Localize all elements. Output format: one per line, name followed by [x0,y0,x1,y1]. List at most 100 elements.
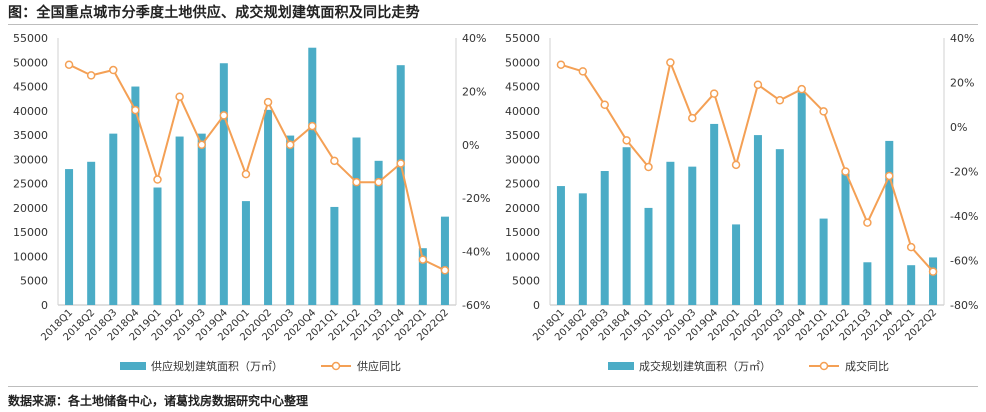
yoy-point [175,92,184,101]
supply-chart: 0 5000 10000 15000 20000 25000 30000 35000 40000… [13,32,490,373]
yoy-point [374,177,383,187]
left-tick-label: 55000 [13,32,48,45]
yoy-point [731,160,741,170]
bar [688,166,697,305]
bar [308,47,317,305]
yoy-point [352,177,361,187]
right-tick-label: -40% [950,210,978,223]
bar [219,63,228,305]
right-tick-label: -20% [462,192,490,205]
yoy-point [666,58,675,67]
yoy-point [396,159,405,168]
yoy-point [688,113,697,123]
yoy-point [578,67,588,76]
bar [352,137,361,305]
bar [929,257,938,305]
yoy-point [285,140,295,150]
bar [710,123,719,306]
yoy-point [219,111,229,120]
bar [600,171,609,305]
left-tick-label: 30000 [505,153,540,166]
yoy-point [753,80,763,89]
footer-rule [8,386,978,387]
legend-line-marker [819,361,829,371]
yoy-point [775,96,785,105]
bar [863,262,872,305]
bar [330,206,339,305]
left-tick-label: 30000 [13,153,48,166]
yoy-point [308,121,317,131]
bar [264,109,273,305]
bar [374,160,383,305]
right-tick-label: 20% [462,85,486,98]
left-tick-label: 15000 [13,226,48,239]
bar [109,133,118,305]
bar [797,92,806,305]
left-tick-label: 20000 [505,202,540,215]
yoy-point [819,107,828,116]
yoy-point [841,167,850,176]
legend-bar-swatch [608,362,634,370]
right-tick-label: 0% [462,139,479,152]
bar [644,207,653,305]
left-tick-label: 40000 [505,105,540,118]
bar [286,135,295,305]
bar [753,135,762,305]
legend-bar-label: 成交规划建筑面积（万㎡） [639,359,771,373]
legend-line-label: 供应同比 [357,359,401,373]
yoy-point [109,65,118,75]
figure-title: 图：全国重点城市分季度土地供应、成交规划建筑面积及同比走势 [8,5,420,21]
left-tick-label: 5000 [20,275,48,288]
bar [775,149,784,305]
yoy-point [64,60,74,69]
left-tick-label: 35000 [505,129,540,142]
bar [65,169,74,305]
yoy-point [86,71,96,80]
left-tick-label: 15000 [505,226,540,239]
title-rule [8,24,978,25]
legend-line-label: 成交同比 [845,359,889,373]
yoy-point [131,105,140,115]
yoy-point [241,169,251,179]
left-tick-label: 50000 [13,56,48,69]
right-tick-label: -60% [462,299,490,312]
right-tick-label: 20% [950,77,974,90]
yoy-point [885,171,894,181]
yoy-line [560,61,934,273]
right-tick-label: -20% [950,166,978,179]
left-tick-label: 10000 [505,250,540,263]
yoy-point [644,162,653,172]
bar [885,140,894,305]
bar [418,248,427,305]
left-tick-label: 35000 [13,129,48,142]
left-tick-label: 25000 [505,178,540,191]
legend-line-marker [331,361,341,371]
bar [175,136,184,305]
legend-bar-swatch [120,362,146,370]
yoy-line [68,63,446,272]
left-tick-label: 5000 [512,275,540,288]
yoy-point [440,266,450,275]
left-tick-label: 45000 [505,81,540,94]
yoy-point [556,60,566,69]
yoy-point [418,255,428,264]
left-tick-label: 25000 [13,178,48,191]
transaction-chart: 0 5000 10000 15000 20000 25000 30000 35000 40000… [505,32,978,373]
bar [819,218,828,305]
left-tick-label: 50000 [505,56,540,69]
bar [396,65,405,305]
bar [578,193,587,305]
left-tick-label: 0 [533,299,540,312]
left-tick-label: 0 [41,299,48,312]
bar [907,265,916,305]
right-tick-label: -40% [462,246,490,259]
bar [440,216,449,305]
bar [666,161,675,305]
legend-bar-label: 供应规划建筑面积（万㎡） [151,359,283,373]
left-tick-label: 45000 [13,81,48,94]
yoy-point [153,175,162,184]
right-tick-label: 0% [950,121,967,134]
left-tick-label: 40000 [13,105,48,118]
yoy-point [263,97,273,107]
yoy-point [797,84,806,94]
